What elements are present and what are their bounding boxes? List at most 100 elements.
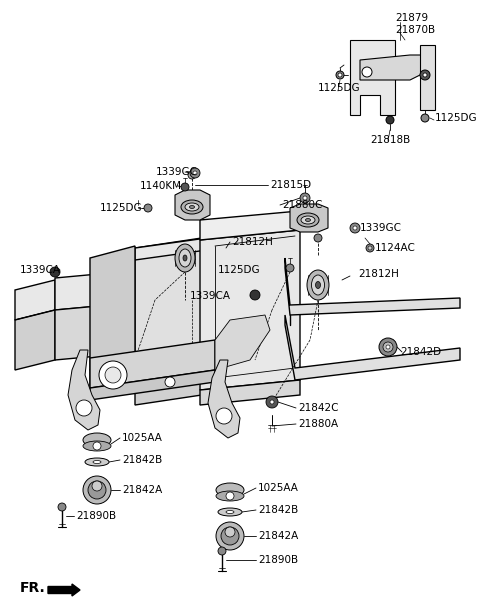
Circle shape xyxy=(181,183,189,191)
Text: 21842A: 21842A xyxy=(258,531,298,541)
Polygon shape xyxy=(208,360,240,438)
Ellipse shape xyxy=(307,270,329,300)
Polygon shape xyxy=(215,315,270,370)
Text: 21842A: 21842A xyxy=(122,485,162,495)
Polygon shape xyxy=(90,358,135,400)
Text: 21812H: 21812H xyxy=(358,269,399,279)
Ellipse shape xyxy=(216,491,244,501)
Circle shape xyxy=(50,267,60,277)
Ellipse shape xyxy=(181,200,203,214)
Text: 21880C: 21880C xyxy=(282,200,323,210)
Circle shape xyxy=(105,367,121,383)
Text: 1339CA: 1339CA xyxy=(190,291,231,301)
Circle shape xyxy=(165,377,175,387)
Text: 1125DG: 1125DG xyxy=(318,83,360,93)
Circle shape xyxy=(350,223,360,233)
Circle shape xyxy=(144,204,152,212)
Circle shape xyxy=(386,116,394,124)
Circle shape xyxy=(58,503,66,511)
Circle shape xyxy=(336,71,344,79)
Text: 21842B: 21842B xyxy=(122,455,162,465)
Polygon shape xyxy=(68,350,100,430)
Polygon shape xyxy=(290,204,328,232)
Circle shape xyxy=(386,345,390,349)
Polygon shape xyxy=(135,236,215,390)
Polygon shape xyxy=(175,190,210,220)
Circle shape xyxy=(83,476,111,504)
Ellipse shape xyxy=(190,206,194,209)
Ellipse shape xyxy=(226,510,234,513)
Ellipse shape xyxy=(216,483,244,497)
Circle shape xyxy=(366,244,374,252)
Ellipse shape xyxy=(185,203,199,211)
Text: 1025AA: 1025AA xyxy=(258,483,299,493)
Circle shape xyxy=(423,73,427,77)
Polygon shape xyxy=(285,315,460,380)
Circle shape xyxy=(338,73,342,77)
Circle shape xyxy=(92,481,102,491)
Circle shape xyxy=(93,442,101,450)
Text: 1339CA: 1339CA xyxy=(20,265,61,275)
Circle shape xyxy=(266,396,278,408)
Polygon shape xyxy=(200,380,300,405)
Text: 21890B: 21890B xyxy=(258,555,298,565)
Text: 1125DG: 1125DG xyxy=(435,113,478,123)
Circle shape xyxy=(362,67,372,77)
Circle shape xyxy=(383,342,393,352)
Text: 21842C: 21842C xyxy=(298,403,338,413)
Circle shape xyxy=(303,196,307,200)
Text: 1140KM: 1140KM xyxy=(140,181,182,191)
Polygon shape xyxy=(135,232,250,260)
Circle shape xyxy=(190,168,200,178)
Ellipse shape xyxy=(85,458,109,466)
Circle shape xyxy=(88,481,106,499)
Text: 21880A: 21880A xyxy=(298,419,338,429)
Circle shape xyxy=(218,547,226,555)
Circle shape xyxy=(300,193,310,203)
Text: 21818B: 21818B xyxy=(370,135,410,145)
Polygon shape xyxy=(15,310,55,370)
Circle shape xyxy=(216,408,232,424)
Ellipse shape xyxy=(179,249,191,267)
Text: 21812H: 21812H xyxy=(232,237,273,247)
Text: 21842B: 21842B xyxy=(258,505,298,515)
Circle shape xyxy=(188,171,196,179)
Circle shape xyxy=(99,361,127,389)
Circle shape xyxy=(314,234,322,242)
Text: 1339GC: 1339GC xyxy=(360,223,402,233)
Text: 1125DG: 1125DG xyxy=(218,265,261,275)
Polygon shape xyxy=(55,298,185,360)
Text: 1339GC: 1339GC xyxy=(156,167,198,177)
Ellipse shape xyxy=(83,433,111,447)
Circle shape xyxy=(216,522,244,550)
Polygon shape xyxy=(90,370,215,400)
Polygon shape xyxy=(135,378,215,405)
Text: 21890B: 21890B xyxy=(76,511,116,521)
Text: 1025AA: 1025AA xyxy=(122,433,163,443)
Ellipse shape xyxy=(305,218,311,222)
Polygon shape xyxy=(90,340,215,388)
Circle shape xyxy=(193,171,197,175)
Polygon shape xyxy=(200,230,300,390)
Polygon shape xyxy=(15,280,55,320)
Circle shape xyxy=(421,114,429,122)
Text: 21879: 21879 xyxy=(395,13,428,23)
Text: FR.: FR. xyxy=(20,581,46,595)
Ellipse shape xyxy=(83,441,111,451)
Polygon shape xyxy=(200,210,310,240)
Polygon shape xyxy=(350,40,395,115)
Polygon shape xyxy=(420,45,435,110)
Ellipse shape xyxy=(297,213,319,227)
Text: 1124AC: 1124AC xyxy=(375,243,416,253)
Polygon shape xyxy=(90,246,135,370)
Ellipse shape xyxy=(301,216,315,224)
Text: 21870B: 21870B xyxy=(395,25,435,35)
Circle shape xyxy=(225,527,235,537)
Ellipse shape xyxy=(183,255,187,261)
Polygon shape xyxy=(360,55,430,80)
Polygon shape xyxy=(285,258,460,315)
Circle shape xyxy=(368,246,372,250)
Circle shape xyxy=(270,400,274,404)
Ellipse shape xyxy=(93,460,101,463)
FancyArrow shape xyxy=(48,584,80,596)
